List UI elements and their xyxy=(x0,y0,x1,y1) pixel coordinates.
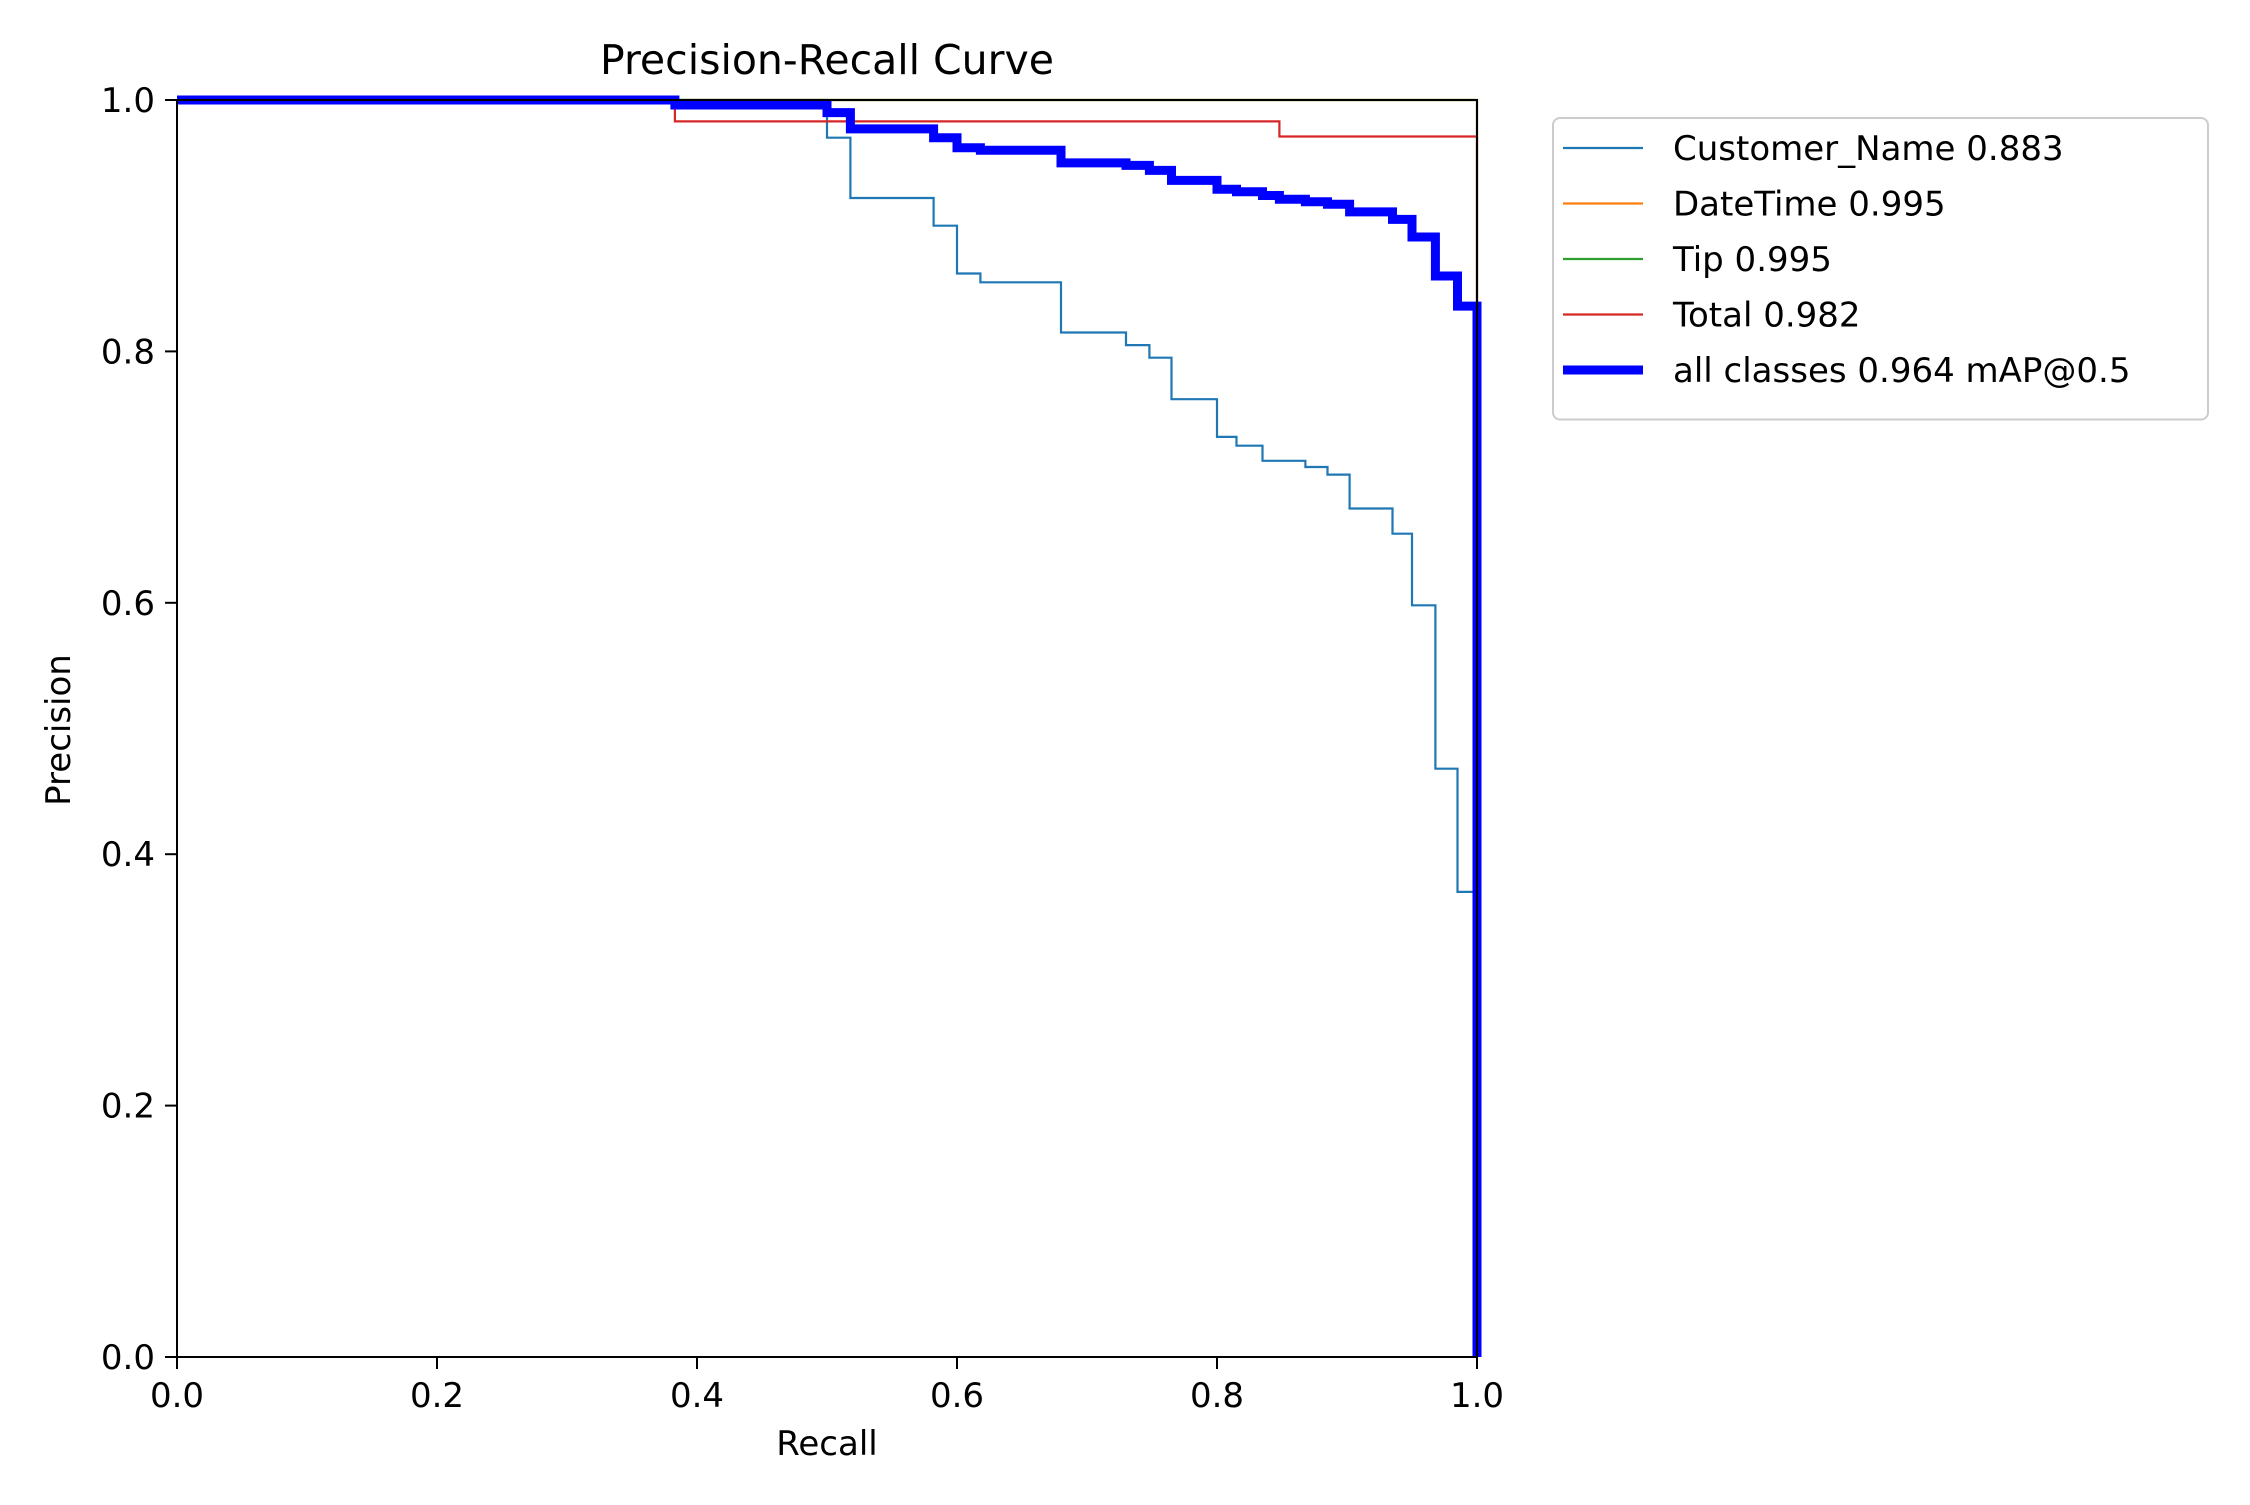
legend-label: Tip 0.995 xyxy=(1672,240,1832,280)
legend-label: Customer_Name 0.883 xyxy=(1673,129,2064,169)
legend-label: Total 0.982 xyxy=(1672,296,1861,336)
plot-frame xyxy=(176,99,1478,1358)
x-axis-label: Recall xyxy=(776,1424,877,1464)
legend-box xyxy=(1552,117,2209,421)
y-axis-label: Precision xyxy=(39,654,79,806)
y-tick-label: 0.2 xyxy=(101,1087,155,1127)
series-line-1 xyxy=(177,98,1479,1357)
x-tick-label: 0.0 xyxy=(150,1376,204,1416)
x-tick-label: 0.2 xyxy=(410,1376,464,1416)
x-tick-label: 1.0 xyxy=(1450,1376,1504,1416)
y-tick-label: 0.8 xyxy=(101,332,155,372)
chart-title: Precision-Recall Curve xyxy=(600,36,1054,84)
x-tick-label: 0.8 xyxy=(1190,1376,1244,1416)
y-tick-label: 1.0 xyxy=(101,81,155,121)
y-tick-label: 0.6 xyxy=(101,584,155,624)
axes: 0.0 0.2 0.4 0.6 0.8 1.0 0.0 0.2 0.4 0.6 0.8 1.0 xyxy=(101,81,1504,1416)
legend-label: DateTime 0.995 xyxy=(1673,185,1946,225)
legend: Customer_Name 0.883 DateTime 0.995 Tip 0.9… xyxy=(1552,117,2209,421)
y-tick-label: 0.0 xyxy=(101,1338,155,1378)
x-tick-label: 0.6 xyxy=(930,1376,984,1416)
x-tick-label: 0.4 xyxy=(670,1376,724,1416)
legend-label: all classes 0.964 mAP@0.5 xyxy=(1673,351,2130,391)
y-tick-label: 0.4 xyxy=(101,835,155,875)
series-line-5 xyxy=(177,95,1482,1357)
